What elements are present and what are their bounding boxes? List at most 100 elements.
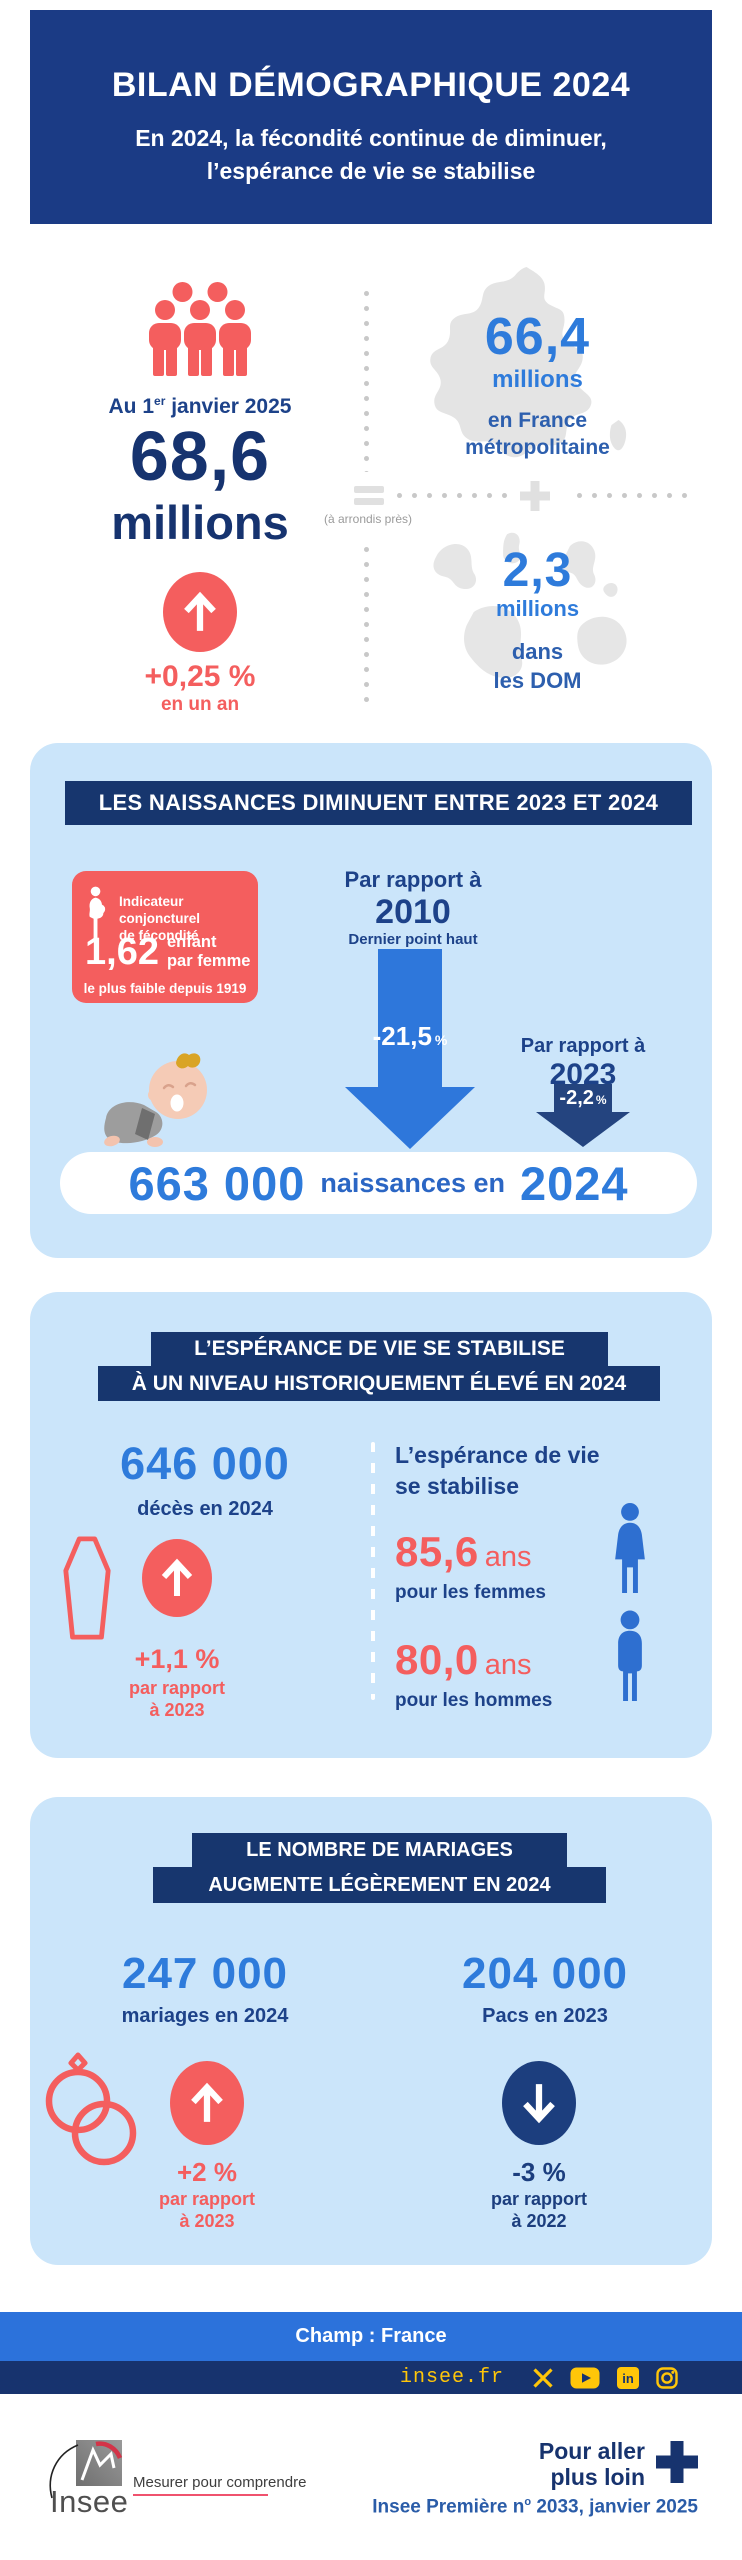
horizontal-dotted-divider xyxy=(572,493,690,498)
births-total-label: naissances en xyxy=(320,1167,505,1198)
births-total-year: 2024 xyxy=(519,1156,629,1210)
coffin-icon xyxy=(63,1536,111,1640)
fertility-note: le plus faible depuis 1919 xyxy=(83,981,247,996)
comparison-year-2010: 2010 xyxy=(375,893,451,931)
fertility-unit: enfant par femme xyxy=(166,933,251,970)
population-total-value: 68,6 xyxy=(129,417,271,495)
dom-unit: millions xyxy=(495,596,580,621)
plus-icon xyxy=(520,481,550,511)
instagram-icon[interactable] xyxy=(656,2366,678,2389)
dom-value: 2,3 xyxy=(502,544,573,597)
men-expectancy-label: pour les hommes xyxy=(395,1690,553,1711)
dom-population: 2,3 millions dans les DOM xyxy=(435,546,640,695)
deaths-change: +1,1 % xyxy=(134,1644,220,1674)
fertility-card: Indicateur conjoncturel de fécondité 1,6… xyxy=(72,871,258,1003)
men-expectancy-unit: ans xyxy=(484,1649,532,1681)
insee-logo xyxy=(49,2440,123,2499)
people-group-icon xyxy=(149,282,251,376)
men-expectancy-row: 80,0 ans xyxy=(395,1636,615,1684)
comparison-2010-note: Dernier point haut xyxy=(348,931,478,948)
men-expectancy-value: 80,0 xyxy=(395,1636,479,1683)
insee-logo-text: Insee xyxy=(50,2484,129,2519)
header-banner: BILAN DÉMOGRAPHIQUE 2024 En 2024, la féc… xyxy=(30,10,712,224)
women-expectancy-unit: ans xyxy=(484,1541,532,1573)
births-total-pill: 663 000 naissances en 2024 xyxy=(60,1152,697,1214)
metro-label: en France métropolitaine xyxy=(465,409,610,459)
births-total-value: 663 000 xyxy=(128,1156,306,1210)
population-growth-value: +0,25 % xyxy=(144,660,256,693)
decrease-arrow-icon xyxy=(502,2061,576,2145)
plus-icon xyxy=(656,2441,698,2483)
horizontal-dotted-divider xyxy=(392,493,510,498)
dom-label: dans les DOM xyxy=(493,639,582,693)
baby-icon xyxy=(104,1053,207,1147)
marriages-change-rel1: par rapport xyxy=(158,2189,255,2209)
population-growth-period: en un an xyxy=(160,694,240,715)
equals-icon xyxy=(354,486,384,510)
tagline-underline xyxy=(133,2494,268,2496)
website-link[interactable]: insee.fr xyxy=(399,2366,504,2389)
deaths-change-rel1: par rapport xyxy=(128,1678,225,1698)
women-expectancy-row: 85,6 ans xyxy=(395,1528,615,1576)
dashed-divider xyxy=(371,1442,375,1700)
social-bar: insee.fr in xyxy=(0,2361,742,2394)
population-date: Au 1er janvier 2025 xyxy=(108,394,292,418)
pacs-change-rel1: par rapport xyxy=(490,2189,587,2209)
increase-arrow-icon xyxy=(163,572,237,652)
france-map-icon xyxy=(430,267,627,458)
big-down-arrow-icon: -21,5% xyxy=(345,949,475,1149)
metro-value: 66,4 xyxy=(484,308,591,366)
dom-islands-icon xyxy=(433,532,627,679)
expectancy-title: L’espérance de vie se stabilise xyxy=(395,1442,600,1499)
marriages-value: 247 000 xyxy=(121,1949,289,1998)
marriages-change-rel2: à 2023 xyxy=(179,2211,235,2231)
page-subtitle: En 2024, la fécondité continue de diminu… xyxy=(30,122,712,188)
linkedin-icon[interactable]: in xyxy=(617,2366,639,2389)
pacs-value: 204 000 xyxy=(461,1949,629,1998)
population-total-unit: millions xyxy=(111,496,289,549)
vertical-dotted-divider xyxy=(364,542,369,702)
women-expectancy-label: pour les femmes xyxy=(395,1582,546,1603)
marriages-banner-line2: AUGMENTE LÉGÈREMENT EN 2024 xyxy=(153,1867,606,1903)
marriages-label: mariages en 2024 xyxy=(121,2005,289,2027)
page-title: BILAN DÉMOGRAPHIQUE 2024 xyxy=(111,66,631,104)
small-down-arrow-icon: -2,2% xyxy=(536,1084,630,1147)
increase-arrow-icon xyxy=(142,1539,212,1617)
vertical-dotted-divider xyxy=(364,286,369,472)
x-icon[interactable] xyxy=(533,2367,553,2388)
pacs-change-rel2: à 2022 xyxy=(511,2211,567,2231)
births-change-2023: -2,2% xyxy=(559,1087,607,1109)
deaths-change-rel2: à 2023 xyxy=(149,1700,205,1720)
marriages-banner-line1: LE NOMBRE DE MARIAGES xyxy=(192,1833,567,1867)
marriages-section: LE NOMBRE DE MARIAGES AUGMENTE LÉGÈREMEN… xyxy=(30,1797,712,2265)
fertility-value: 1,62 xyxy=(85,931,159,973)
births-section: LES NAISSANCES DIMINUENT ENTRE 2023 ET 2… xyxy=(30,743,712,1258)
increase-arrow-icon xyxy=(170,2061,244,2145)
life-banner-line1: L’ESPÉRANCE DE VIE SE STABILISE xyxy=(151,1332,608,1366)
fertility-title: Indicateur conjoncturel de fécondité xyxy=(119,894,201,943)
metro-unit: millions xyxy=(492,366,583,393)
wedding-rings-icon xyxy=(45,2052,137,2166)
publication-reference: Insee Première no 2033, janvier 2025 xyxy=(372,2496,698,2518)
woman-icon xyxy=(615,1502,645,1594)
youtube-icon[interactable] xyxy=(570,2367,600,2389)
subtitle-line2: l’espérance de vie se stabilise xyxy=(206,158,536,184)
deaths-value: 646 000 xyxy=(120,1438,290,1489)
women-expectancy-value: 85,6 xyxy=(395,1528,479,1575)
births-change-2010: -21,5% xyxy=(372,1021,448,1051)
more-info-label: Pour aller plus loin xyxy=(538,2438,645,2490)
pregnant-woman-icon xyxy=(89,886,106,940)
svg-text:in: in xyxy=(622,2371,634,2386)
subtitle-line1: En 2024, la fécondité continue de diminu… xyxy=(135,125,607,151)
insee-tagline: Mesurer pour comprendre xyxy=(133,2474,323,2496)
marriages-change: +2 % xyxy=(177,2157,237,2187)
comparison-2010: Par rapport à 2010 Dernier point haut xyxy=(253,867,573,948)
man-icon xyxy=(618,1610,642,1702)
metro-population: 66,4 millions en France métropolitaine xyxy=(435,310,640,461)
pacs-label: Pacs en 2023 xyxy=(482,2005,608,2027)
fertility-value-row: 1,62 enfant par femme xyxy=(85,931,255,973)
births-banner: LES NAISSANCES DIMINUENT ENTRE 2023 ET 2… xyxy=(65,781,692,825)
life-expectancy-section: L’ESPÉRANCE DE VIE SE STABILISE À UN NIV… xyxy=(30,1292,712,1758)
life-banner-line2: À UN NIVEAU HISTORIQUEMENT ÉLEVÉ EN 2024 xyxy=(98,1366,660,1401)
